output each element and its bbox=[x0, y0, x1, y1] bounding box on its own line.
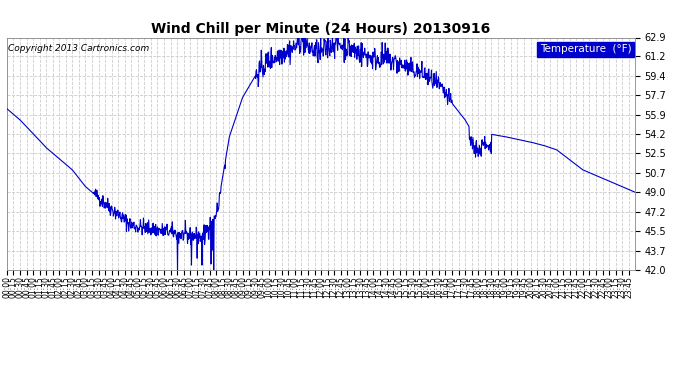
Title: Wind Chill per Minute (24 Hours) 20130916: Wind Chill per Minute (24 Hours) 2013091… bbox=[151, 22, 491, 36]
Text: Copyright 2013 Cartronics.com: Copyright 2013 Cartronics.com bbox=[8, 45, 150, 54]
Text: Temperature  (°F): Temperature (°F) bbox=[540, 45, 631, 54]
